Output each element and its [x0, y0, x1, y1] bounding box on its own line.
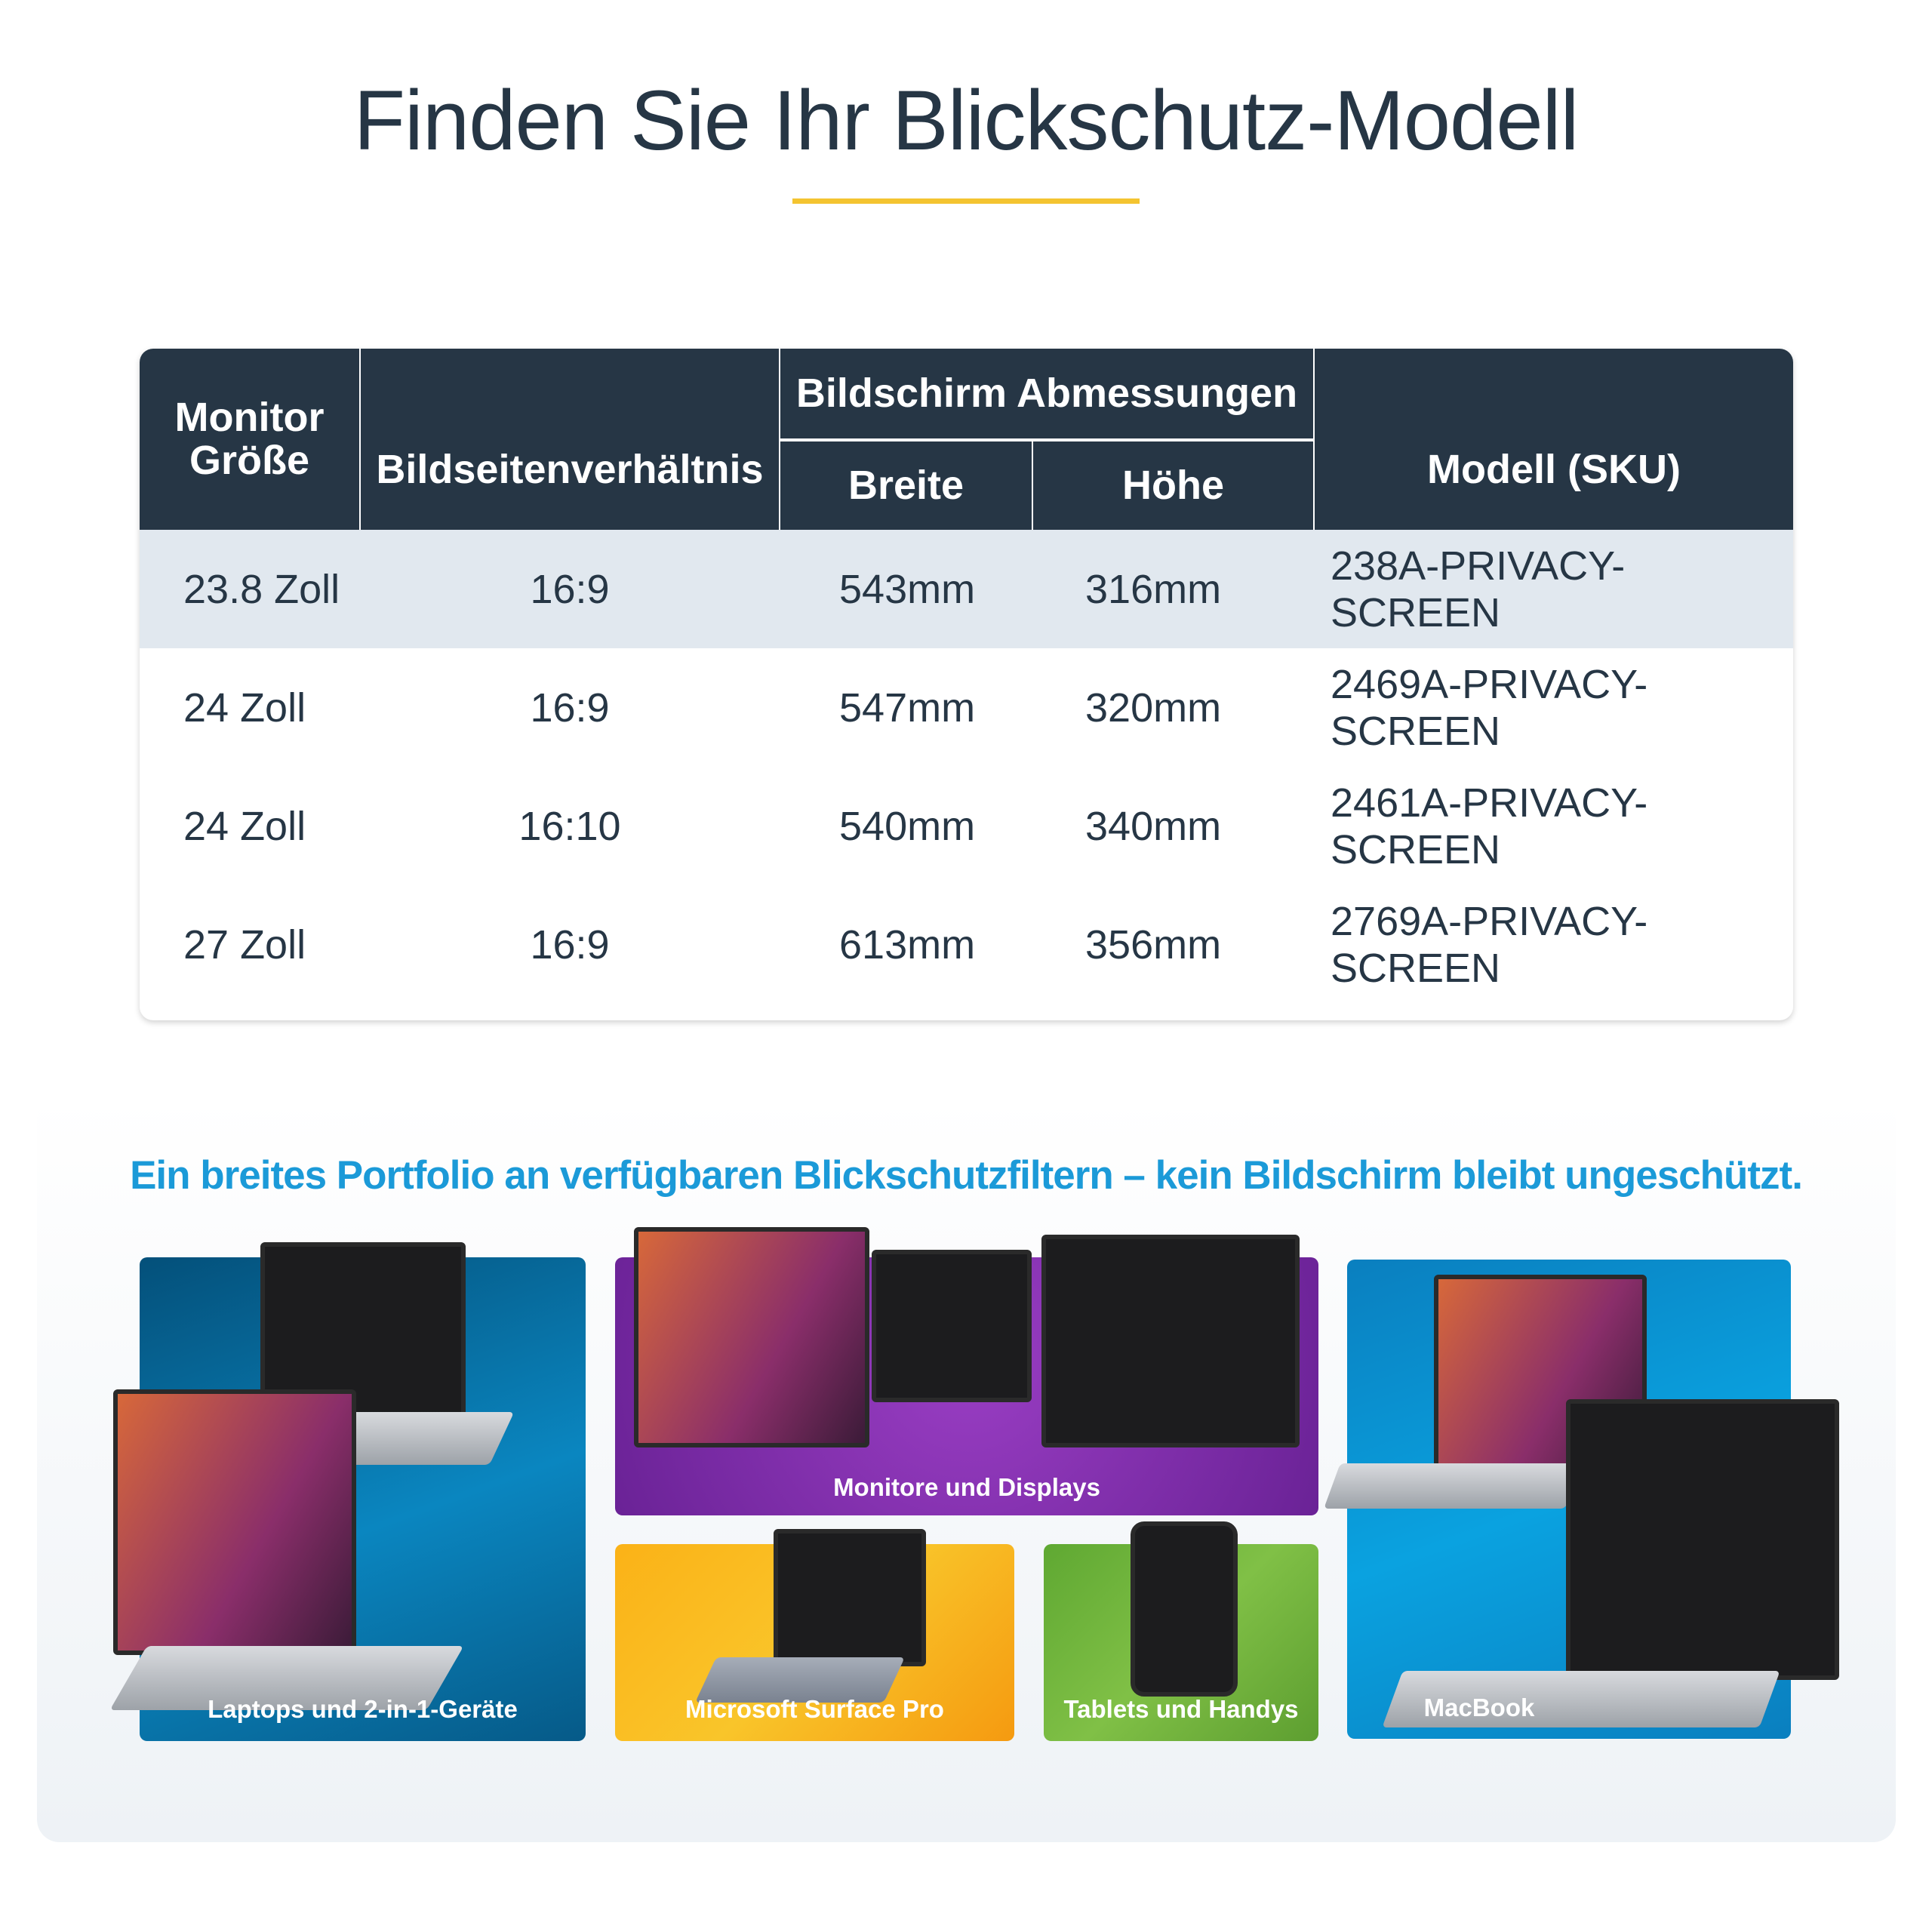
tile-label: Microsoft Surface Pro	[685, 1695, 944, 1723]
tile-monitors[interactable]: Monitore und Displays	[615, 1227, 1318, 1515]
header-width: Breite	[780, 441, 1032, 530]
monitor-image	[634, 1227, 869, 1447]
header-sku-label: Modell (SKU)	[1427, 446, 1681, 492]
tile-laptops[interactable]: Laptops und 2-in-1-Geräte	[109, 1242, 586, 1741]
header-aspect-label: Bildseitenverhältnis	[376, 446, 764, 492]
cell-sku: 238A-PRIVACY-SCREEN	[1331, 543, 1626, 635]
header-aspect: Bildseitenverhältnis	[361, 349, 779, 530]
cell-height: 356mm	[1085, 921, 1222, 968]
header-dimensions: Bildschirm Abmessungen	[780, 349, 1313, 438]
cell-size: 24 Zoll	[183, 803, 306, 849]
cell-width: 543mm	[839, 566, 976, 612]
tile-tablets[interactable]: Tablets und Handys	[1044, 1521, 1318, 1741]
header-height: Höhe	[1033, 441, 1313, 530]
table-row: 23.8 Zoll 16:9 543mm 316mm 238A-PRIVACY-…	[140, 530, 1793, 648]
title-underline	[792, 198, 1140, 204]
cell-aspect: 16:9	[530, 921, 610, 968]
tile-label: Monitore und Displays	[833, 1473, 1100, 1501]
table-row: 24 Zoll 16:10 540mm 340mm 2461A-PRIVACY-…	[140, 767, 1793, 885]
cell-height: 340mm	[1085, 803, 1222, 849]
header-size: Monitor Größe	[140, 349, 359, 530]
table-row: 24 Zoll 16:9 547mm 320mm 2469A-PRIVACY-S…	[140, 648, 1793, 767]
macbook-image	[1566, 1399, 1839, 1680]
laptop-image	[113, 1389, 356, 1655]
tile-surface[interactable]: Microsoft Surface Pro	[615, 1529, 1014, 1741]
cell-size: 23.8 Zoll	[183, 566, 340, 612]
cell-aspect: 16:9	[530, 685, 610, 731]
cell-sku: 2461A-PRIVACY-SCREEN	[1331, 780, 1648, 872]
tablet-image	[1131, 1521, 1238, 1697]
header-sku: Modell (SKU)	[1315, 349, 1793, 530]
cell-width: 540mm	[839, 803, 976, 849]
surface-image	[774, 1529, 926, 1666]
model-table: Monitor Größe Bildseitenverhältnis Bilds…	[140, 349, 1793, 1020]
cell-size: 27 Zoll	[183, 921, 306, 968]
table-row: 27 Zoll 16:9 613mm 356mm 2769A-PRIVACY-S…	[140, 885, 1793, 1004]
page-title: Finden Sie Ihr Blickschutz-Modell	[353, 73, 1580, 168]
cell-size: 24 Zoll	[183, 685, 306, 731]
tile-label: Tablets und Handys	[1063, 1695, 1299, 1723]
cell-width: 547mm	[839, 685, 976, 731]
tile-label: Laptops und 2-in-1-Geräte	[208, 1695, 518, 1723]
monitor-image	[1041, 1235, 1300, 1447]
cell-aspect: 16:9	[530, 566, 610, 612]
cell-height: 320mm	[1085, 685, 1222, 731]
cell-height: 316mm	[1085, 566, 1222, 612]
laptop-image	[260, 1242, 466, 1417]
monitor-image	[872, 1250, 1032, 1402]
macbook-base	[1324, 1463, 1582, 1509]
cell-sku: 2469A-PRIVACY-SCREEN	[1331, 661, 1648, 754]
tile-macbook[interactable]: MacBook	[1324, 1260, 1839, 1739]
cell-sku: 2769A-PRIVACY-SCREEN	[1331, 898, 1648, 991]
cell-width: 613mm	[839, 921, 976, 968]
tile-label: MacBook	[1423, 1694, 1535, 1721]
cell-aspect: 16:10	[518, 803, 621, 849]
portfolio-subtitle: Ein breites Portfolio an verfügbaren Bli…	[130, 1153, 1803, 1198]
